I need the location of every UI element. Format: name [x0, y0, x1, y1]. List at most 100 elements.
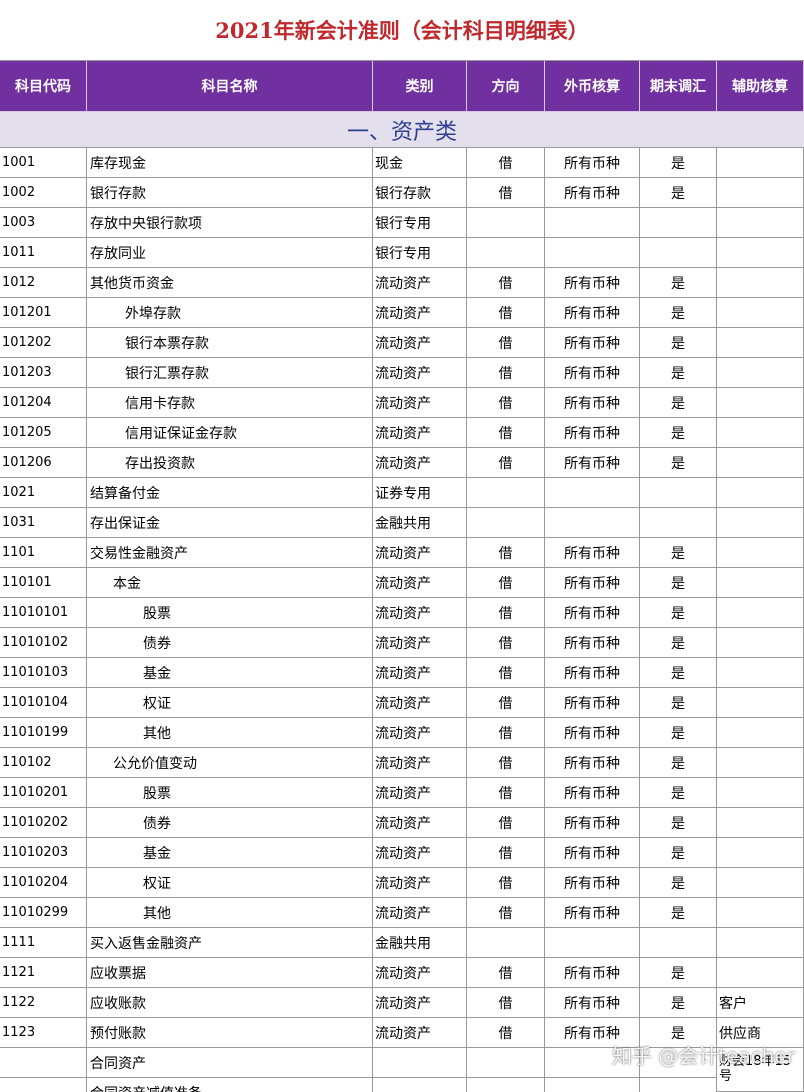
cell [545, 1048, 640, 1078]
cell: 其他 [87, 898, 373, 928]
cell: 借 [467, 748, 545, 778]
cell: 所有币种 [545, 178, 640, 208]
cell: 现金 [373, 148, 467, 178]
cell [640, 238, 717, 268]
cell [467, 478, 545, 508]
cell: 银行本票存款 [87, 328, 373, 358]
cell: 流动资产 [373, 688, 467, 718]
cell [640, 1048, 717, 1078]
cell [717, 868, 804, 898]
cell: 是 [640, 688, 717, 718]
cell: 是 [640, 538, 717, 568]
cell: 借 [467, 988, 545, 1018]
cell [717, 838, 804, 868]
column-header: 方向 [467, 61, 545, 112]
cell: 11010201 [0, 778, 87, 808]
cell: 是 [640, 418, 717, 448]
cell [467, 928, 545, 958]
cell: 银行专用 [373, 238, 467, 268]
cell: 11010203 [0, 838, 87, 868]
cell: 借 [467, 298, 545, 328]
cell: 流动资产 [373, 778, 467, 808]
cell: 是 [640, 388, 717, 418]
cell: 流动资产 [373, 538, 467, 568]
cell [717, 148, 804, 178]
cell: 1111 [0, 928, 87, 958]
cell: 流动资产 [373, 568, 467, 598]
column-header: 类别 [373, 61, 467, 112]
cell [717, 478, 804, 508]
cell [717, 208, 804, 238]
cell [717, 568, 804, 598]
cell: 101201 [0, 298, 87, 328]
cell [717, 658, 804, 688]
cell: 是 [640, 718, 717, 748]
cell: 金融共用 [373, 508, 467, 538]
cell [467, 238, 545, 268]
cell [717, 538, 804, 568]
cell [717, 178, 804, 208]
cell: 所有币种 [545, 358, 640, 388]
cell: 是 [640, 1018, 717, 1048]
cell: 流动资产 [373, 658, 467, 688]
cell: 1101 [0, 538, 87, 568]
cell: 11010204 [0, 868, 87, 898]
cell: 是 [640, 568, 717, 598]
cell: 是 [640, 448, 717, 478]
cell: 流动资产 [373, 988, 467, 1018]
cell: 所有币种 [545, 1018, 640, 1048]
cell: 借 [467, 448, 545, 478]
column-header: 科目代码 [0, 61, 87, 112]
cell: 借 [467, 268, 545, 298]
cell: 信用卡存款 [87, 388, 373, 418]
cell: 110102 [0, 748, 87, 778]
cell: 流动资产 [373, 1018, 467, 1048]
cell [717, 688, 804, 718]
cell: 借 [467, 628, 545, 658]
cell: 库存现金 [87, 148, 373, 178]
cell: 其他 [87, 718, 373, 748]
cell: 流动资产 [373, 388, 467, 418]
cell: 所有币种 [545, 598, 640, 628]
cell: 11010199 [0, 718, 87, 748]
cell: 所有币种 [545, 778, 640, 808]
cell: 1001 [0, 148, 87, 178]
cell: 101205 [0, 418, 87, 448]
cell [717, 958, 804, 988]
cell: 所有币种 [545, 838, 640, 868]
cell: 是 [640, 178, 717, 208]
watermark: 知乎 @会计teacher [612, 1044, 795, 1068]
cell [717, 238, 804, 268]
cell [717, 808, 804, 838]
cell: 所有币种 [545, 628, 640, 658]
cell: 公允价值变动 [87, 748, 373, 778]
cell: 存放同业 [87, 238, 373, 268]
cell: 1021 [0, 478, 87, 508]
cell: 是 [640, 958, 717, 988]
cell [717, 418, 804, 448]
cell: 基金 [87, 658, 373, 688]
cell: 权证 [87, 688, 373, 718]
cell: 权证 [87, 868, 373, 898]
cell: 流动资产 [373, 718, 467, 748]
cell: 股票 [87, 598, 373, 628]
cell: 买入返售金融资产 [87, 928, 373, 958]
cell: 流动资产 [373, 298, 467, 328]
cell: 所有币种 [545, 298, 640, 328]
cell [467, 508, 545, 538]
cell: 所有币种 [545, 718, 640, 748]
cell: 1123 [0, 1018, 87, 1048]
cell: 所有币种 [545, 988, 640, 1018]
cell: 流动资产 [373, 418, 467, 448]
cell [640, 928, 717, 958]
cell: 101206 [0, 448, 87, 478]
cell [640, 508, 717, 538]
cell: 11010104 [0, 688, 87, 718]
cell: 1012 [0, 268, 87, 298]
cell: 借 [467, 838, 545, 868]
cell: 银行存款 [373, 178, 467, 208]
cell: 101204 [0, 388, 87, 418]
cell: 所有币种 [545, 658, 640, 688]
cell [545, 508, 640, 538]
cell: 所有币种 [545, 268, 640, 298]
